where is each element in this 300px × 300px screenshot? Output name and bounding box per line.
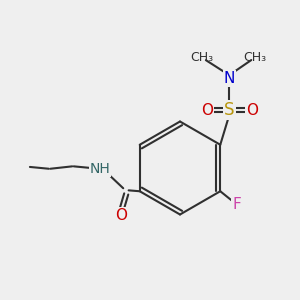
Text: CH₃: CH₃ bbox=[191, 51, 214, 64]
Text: S: S bbox=[224, 101, 235, 119]
Text: F: F bbox=[232, 197, 241, 212]
Text: NH: NH bbox=[89, 162, 110, 176]
Text: CH₃: CH₃ bbox=[243, 51, 266, 64]
Text: O: O bbox=[201, 103, 213, 118]
Text: O: O bbox=[115, 208, 127, 223]
Text: N: N bbox=[224, 71, 235, 86]
Text: O: O bbox=[246, 103, 258, 118]
